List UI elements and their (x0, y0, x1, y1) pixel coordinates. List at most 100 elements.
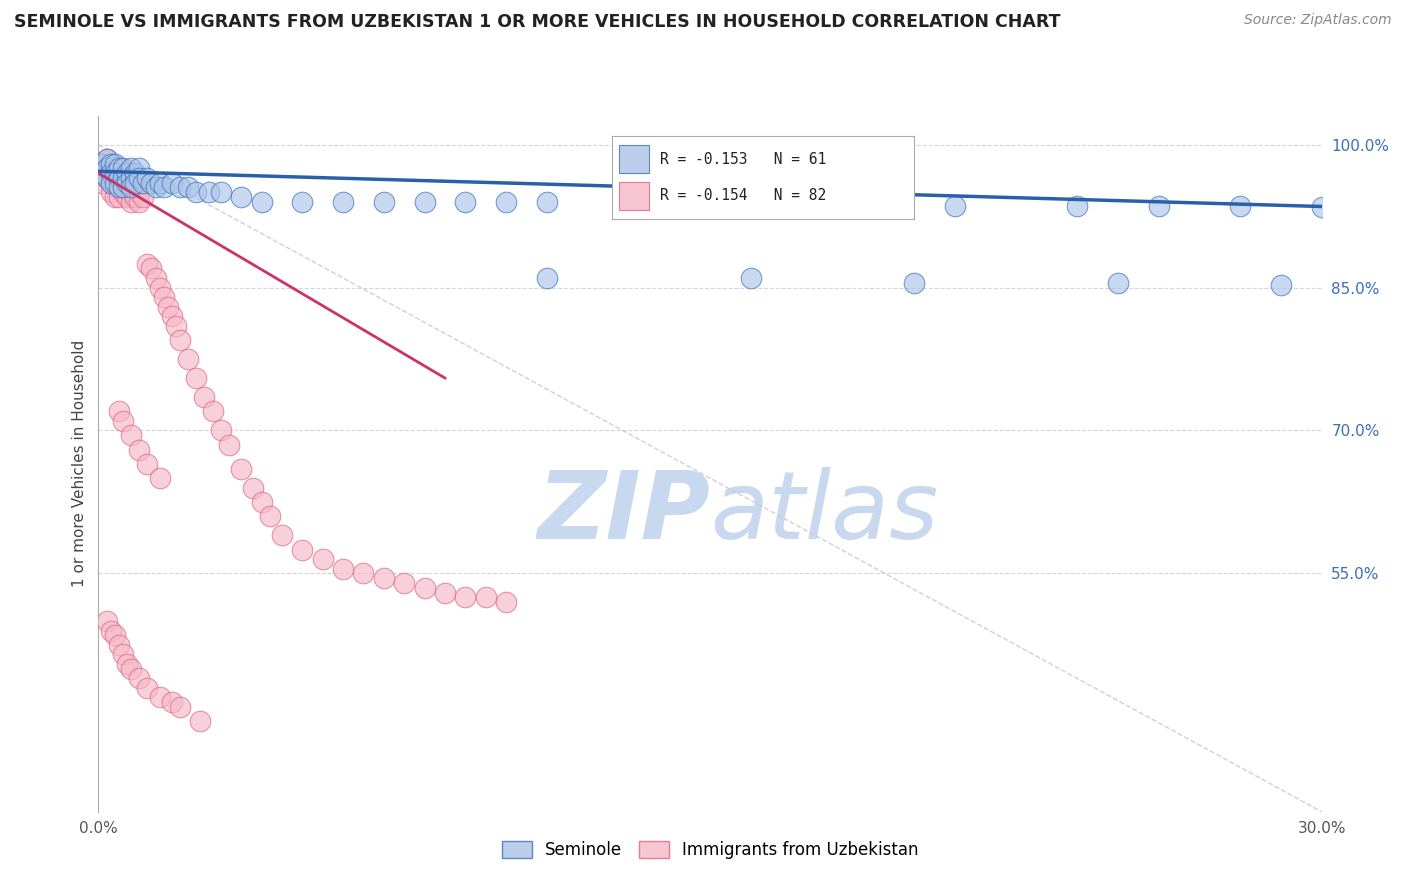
Point (132, 190, 155, 204)
Point (270, 528, 294, 542)
Point (141, 261, 163, 276)
Point (100, 156, 122, 170)
Point (120, 176, 142, 190)
Bar (619, 145, 650, 173)
Point (413, 194, 436, 209)
Point (111, 648, 134, 662)
Point (536, 194, 558, 209)
Point (120, 662, 142, 676)
Point (128, 161, 150, 176)
Point (160, 176, 183, 190)
Point (454, 591, 477, 605)
Point (156, 300, 179, 314)
Text: R = -0.154   N = 82: R = -0.154 N = 82 (659, 188, 827, 203)
Point (104, 156, 127, 170)
Point (145, 180, 167, 194)
Text: atlas: atlas (710, 467, 938, 558)
Point (495, 595, 517, 609)
Point (149, 690, 172, 705)
Bar (619, 182, 650, 211)
Point (91, 176, 114, 190)
Point (124, 190, 146, 204)
Point (124, 176, 146, 190)
Point (124, 166, 146, 180)
Point (128, 442, 150, 457)
Point (108, 170, 131, 185)
Point (188, 714, 212, 728)
Point (120, 428, 142, 442)
Point (91, 166, 114, 180)
Text: Source: ZipAtlas.com: Source: ZipAtlas.com (1244, 13, 1392, 28)
Point (231, 190, 253, 204)
Point (373, 571, 395, 585)
Point (152, 290, 174, 304)
Point (165, 318, 187, 333)
Point (120, 185, 142, 199)
Point (128, 194, 150, 209)
Point (115, 170, 138, 185)
Point (352, 566, 374, 581)
Point (1107, 276, 1129, 290)
Point (91, 156, 114, 170)
Point (111, 166, 134, 180)
Point (104, 180, 127, 194)
Point (108, 161, 131, 176)
Point (115, 176, 138, 190)
Point (120, 194, 142, 209)
Point (699, 196, 721, 211)
Point (108, 170, 131, 185)
Point (120, 180, 142, 194)
Point (169, 333, 191, 347)
Point (132, 176, 155, 190)
Point (780, 196, 803, 211)
Point (186, 185, 208, 199)
Point (120, 161, 142, 176)
Point (111, 170, 134, 185)
Point (104, 628, 127, 642)
Point (862, 198, 884, 212)
Point (177, 351, 200, 366)
Point (100, 166, 122, 180)
Point (136, 170, 159, 185)
Point (291, 542, 314, 557)
Point (160, 309, 183, 323)
Point (1147, 198, 1170, 212)
Point (96, 614, 118, 628)
Point (149, 471, 172, 485)
Point (128, 185, 150, 199)
Point (495, 194, 517, 209)
Point (136, 257, 159, 271)
Point (111, 176, 134, 190)
Point (169, 180, 191, 194)
Point (111, 161, 134, 176)
Point (209, 424, 232, 438)
Point (259, 509, 281, 524)
Point (1066, 198, 1088, 212)
Point (108, 404, 131, 418)
Point (128, 671, 150, 685)
Point (96, 152, 118, 166)
Point (104, 170, 127, 185)
Point (136, 681, 159, 695)
Point (1270, 277, 1292, 292)
Point (373, 194, 395, 209)
Point (104, 166, 127, 180)
Point (291, 194, 314, 209)
Point (392, 576, 416, 591)
Point (108, 180, 131, 194)
Point (474, 591, 498, 605)
Point (1310, 200, 1333, 214)
Point (100, 166, 122, 180)
Point (250, 194, 273, 209)
Point (100, 176, 122, 190)
Point (115, 190, 138, 204)
Point (160, 695, 183, 709)
Point (124, 180, 146, 194)
Point (149, 176, 172, 190)
Point (96, 170, 118, 185)
Point (740, 271, 762, 285)
Point (108, 161, 131, 176)
Point (100, 156, 122, 170)
Point (141, 176, 163, 190)
Point (111, 414, 134, 428)
